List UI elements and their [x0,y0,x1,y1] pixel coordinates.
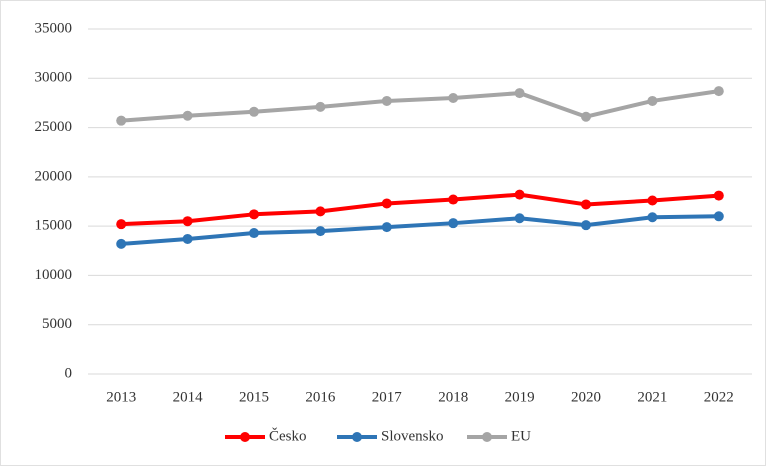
point [315,226,326,237]
point [249,106,259,117]
y-tick-label: 30000 [35,70,73,86]
x-tick-label: 2017 [372,389,403,405]
legend-marker [482,432,492,442]
point [182,233,193,244]
legend-marker [240,432,250,442]
point [713,190,724,201]
point [448,194,459,205]
legend-label: Slovensko [381,428,444,444]
y-tick-label: 0 [65,365,73,381]
point [116,219,127,230]
y-tick-label: 10000 [35,267,73,283]
point [116,115,127,126]
point [315,206,326,217]
point [249,209,259,220]
x-tick-label: 2022 [704,389,734,405]
y-tick-label: 35000 [35,20,73,36]
point [514,189,525,200]
x-tick-label: 2019 [505,389,535,405]
point [514,88,525,99]
point [381,95,392,106]
y-tick-label: 5000 [42,316,72,332]
y-tick-label: 25000 [35,119,73,135]
legend-marker [352,432,362,442]
point [647,195,658,206]
series-line [121,214,719,246]
y-tick-label: 20000 [35,168,73,184]
point [713,211,724,222]
point [116,238,127,249]
point [647,95,658,106]
point [315,101,326,112]
point [249,228,259,239]
point [448,93,459,103]
point [381,198,392,209]
point [581,199,591,210]
x-tick-label: 2020 [571,389,601,405]
legend-label: EU [511,428,531,444]
x-tick-label: 2013 [106,389,136,405]
point [448,218,459,229]
series-line [121,192,719,227]
y-tick-label: 15000 [35,218,73,234]
point [581,111,591,122]
x-tick-label: 2015 [239,389,269,405]
x-tick-label: 2014 [173,389,204,405]
point [182,110,193,121]
legend-label: Česko [269,427,307,444]
point [182,216,193,227]
point [514,213,525,224]
x-tick-label: 2021 [637,389,667,405]
point [581,220,591,231]
point [647,212,658,223]
point [713,86,724,97]
x-tick-label: 2016 [305,389,336,405]
series-line [121,89,720,123]
point [381,222,392,233]
x-tick-label: 2018 [438,389,468,405]
